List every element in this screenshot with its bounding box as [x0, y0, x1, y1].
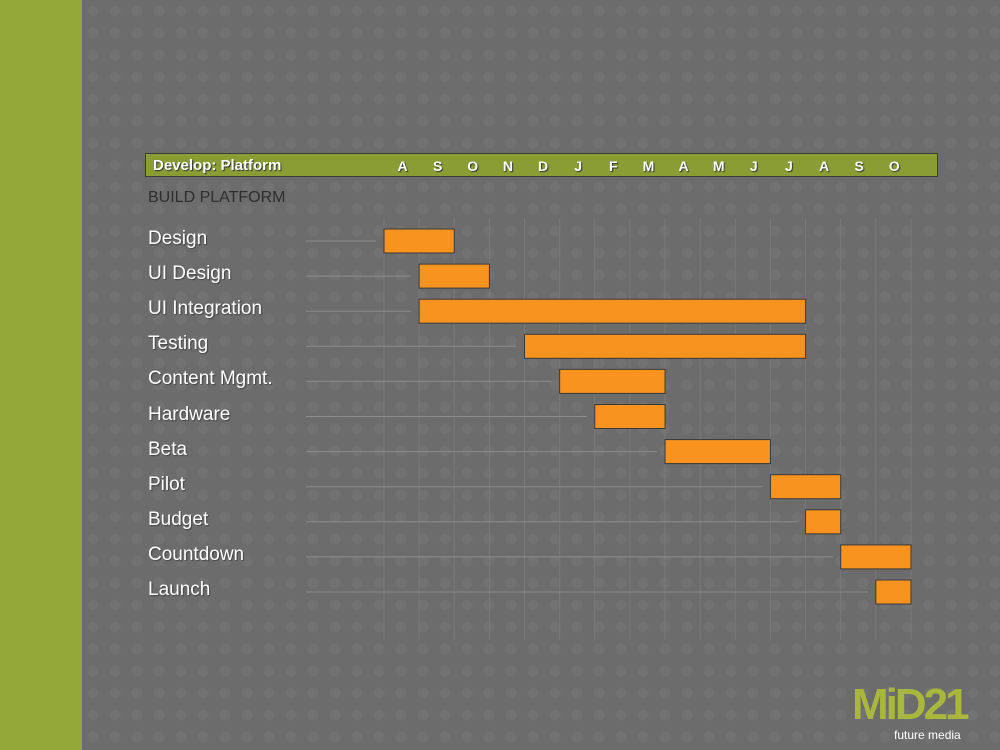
task-label: Content Mgmt. [148, 368, 273, 390]
task-label: Hardware [148, 403, 231, 425]
task-label: Countdown [148, 543, 245, 565]
month-tick: S [432, 158, 443, 174]
chart-header: Develop: Platform A S O N D J F M A M J J A S O [145, 153, 938, 177]
task-label: UI Design [148, 263, 232, 285]
background-pattern [82, 0, 1000, 750]
month-tick: N [502, 158, 513, 174]
month-tick: M [712, 158, 725, 174]
month-tick: S [854, 158, 864, 174]
logo-tagline: future media [894, 728, 961, 742]
task-bar [769, 474, 842, 500]
side-stripe [0, 0, 82, 750]
task-bar [524, 333, 807, 359]
task-label: Budget [148, 508, 209, 530]
task-label: Testing [148, 333, 209, 355]
month-tick: J [785, 158, 793, 174]
task-bar [805, 509, 842, 535]
month-tick: J [574, 158, 583, 174]
section-title: BUILD PLATFORM [148, 189, 286, 206]
chart-title: Develop: Platform [153, 157, 282, 174]
task-label: Design [148, 228, 208, 249]
month-tick: M [642, 158, 655, 174]
task-label: UI Integration [148, 298, 263, 320]
month-tick: F [608, 158, 618, 174]
month-tick: A [397, 158, 408, 174]
month-tick: D [537, 158, 549, 174]
month-tick: O [467, 158, 479, 174]
task-bar [594, 404, 666, 429]
month-tick: A [678, 158, 689, 174]
month-tick: O [888, 158, 900, 174]
month-tick: J [749, 158, 758, 174]
task-bar [664, 439, 771, 465]
task-label: Beta [148, 438, 188, 460]
task-label: Launch [148, 579, 211, 600]
task-bar [418, 263, 490, 289]
logo: MiD21 future media [852, 680, 992, 743]
task-bar [418, 298, 807, 324]
task-bar [840, 544, 912, 570]
month-tick: A [818, 158, 830, 174]
task-bar [559, 368, 666, 394]
task-bar [383, 228, 455, 254]
task-bar [875, 579, 912, 605]
task-label: Pilot [148, 473, 185, 495]
logo-mark: MiD21 [852, 680, 970, 729]
